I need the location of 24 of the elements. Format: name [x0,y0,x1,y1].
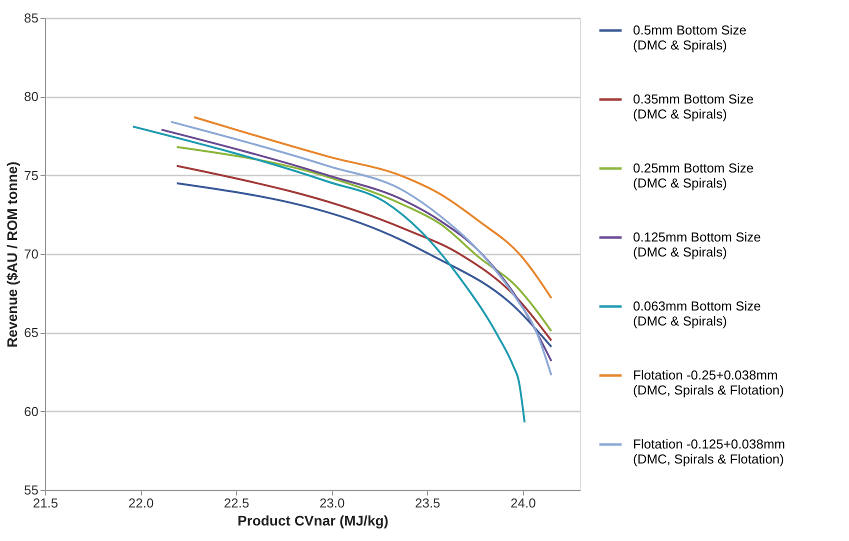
legend-label: Flotation -0.25+0.038mm (DMC, Spirals & Flotation) [633,368,784,398]
x-tick-label: 23.0 [319,496,345,510]
y-tick-label: 55 [24,482,38,498]
y-tick-label: 80 [24,89,38,104]
line-series [193,116,552,300]
y-axis-title: Revenue ($AU / ROM tonne) [4,162,20,348]
x-tick-label: 21.5 [32,496,58,510]
legend-label: 0.35mm Bottom Size (DMC & Spirals) [633,92,754,122]
legend-label: 0.063mm Bottom Size (DMC & Spirals) [633,298,761,328]
legend-label: 0.5mm Bottom Size (DMC & Spirals) [633,22,746,52]
y-tick-label: 65 [24,325,38,340]
x-axis-title: Product CVnar (MJ/kg) [238,512,388,528]
x-tick-label: 22.5 [224,496,250,510]
x-tick-label: 23.5 [414,496,440,510]
y-tick-label: 75 [24,168,38,183]
y-tick-label: 85 [24,10,38,26]
legend-label: 0.125mm Bottom Size (DMC & Spirals) [633,230,761,260]
y-tick-label: 60 [24,404,38,419]
y-tick-label: 70 [24,246,38,262]
x-tick-label: 22.0 [128,496,154,510]
legend-label: 0.25mm Bottom Size (DMC & Spirals) [633,160,754,190]
x-tick-label: 24.0 [510,496,536,510]
legend-label: Flotation -0.125+0.038mm (DMC, Spirals & Flotation) [633,436,786,466]
line-series [132,126,526,424]
